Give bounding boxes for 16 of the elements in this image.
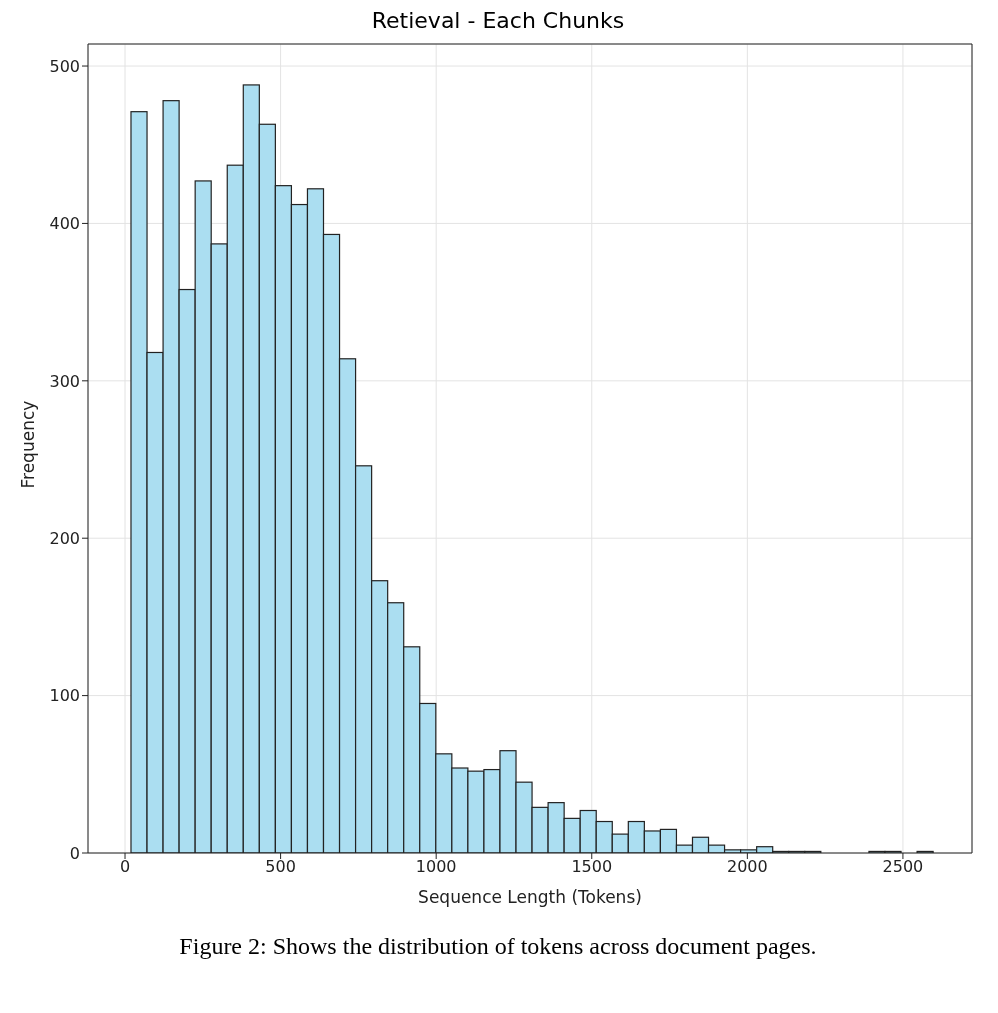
x-tick-label: 0 xyxy=(119,857,131,877)
x-tick-label: 500 xyxy=(265,857,296,877)
y-tick-label: 500 xyxy=(49,56,80,76)
x-tick-label: 2000 xyxy=(726,857,768,877)
x-tick-label: 2500 xyxy=(882,857,924,877)
y-tick-label: 400 xyxy=(49,214,80,234)
x-tick-label: 1000 xyxy=(415,857,457,877)
caption: Figure 2: Shows the distribution of tokens across document pages. xyxy=(178,933,818,960)
y-axis-title: Frequency xyxy=(18,400,39,489)
chart-title: Retieval - Each Chunks xyxy=(370,8,626,33)
y-tick-label: 200 xyxy=(49,528,80,548)
x-axis-title: Sequence Length (Tokens) xyxy=(418,887,642,907)
x-tick-label: 1500 xyxy=(571,857,613,877)
y-tick-label: 100 xyxy=(49,686,80,706)
y-tick-label: 300 xyxy=(49,371,80,391)
y-tick-label: 0 xyxy=(69,843,80,863)
